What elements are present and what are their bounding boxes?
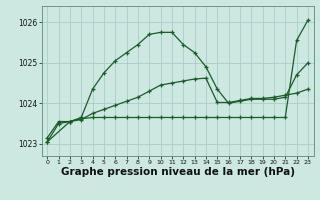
X-axis label: Graphe pression niveau de la mer (hPa): Graphe pression niveau de la mer (hPa) [60, 167, 295, 177]
